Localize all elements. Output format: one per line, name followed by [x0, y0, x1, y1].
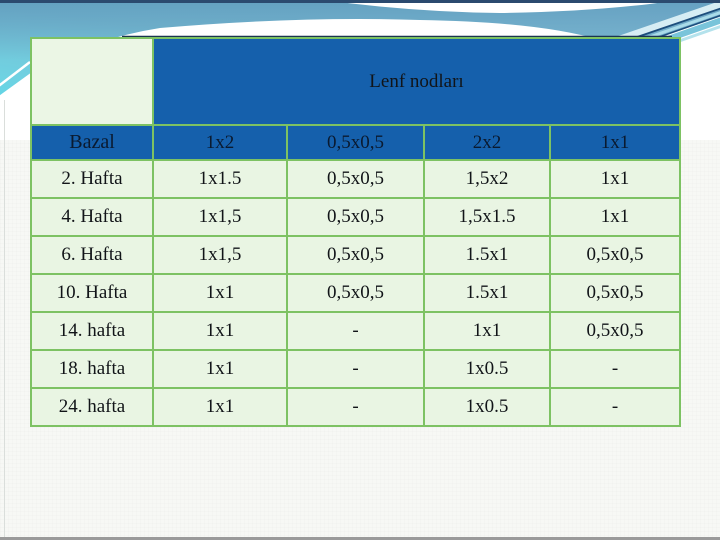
table-cell: 1x1 [549, 159, 681, 199]
table-row-bazal: Bazal 1x2 0,5x0,5 2x2 1x1 [30, 124, 681, 161]
table-cell: 1x1 [549, 197, 681, 237]
table-cell: 0,5x0,5 [286, 273, 425, 313]
swoosh-white-ribbon [323, 0, 679, 13]
table-row: 2. Hafta 1x1.5 0,5x0,5 1,5x2 1x1 [30, 159, 681, 199]
table-cell: 1x1 [152, 349, 288, 389]
table-cell: 2x2 [423, 124, 551, 161]
table-cell: - [286, 387, 425, 427]
table-cell: 1x0.5 [423, 387, 551, 427]
corner-cell [30, 37, 154, 126]
row-label: 2. Hafta [30, 159, 154, 199]
table-cell: 1,5x2 [423, 159, 551, 199]
table-cell: 0,5x0,5 [286, 197, 425, 237]
table-cell: 0,5x0,5 [286, 159, 425, 199]
table-cell: 1x1,5 [152, 197, 288, 237]
table-cell: 1x1 [152, 387, 288, 427]
swoosh-white-line [0, 61, 31, 87]
table-row: 14. hafta 1x1 - 1x1 0,5x0,5 [30, 311, 681, 351]
table-cell: 1.5x1 [423, 273, 551, 313]
table-cell: - [286, 311, 425, 351]
table-row: 4. Hafta 1x1,5 0,5x0,5 1,5x1.5 1x1 [30, 197, 681, 237]
table-cell: - [549, 349, 681, 389]
row-label: 24. hafta [30, 387, 154, 427]
row-label: 6. Hafta [30, 235, 154, 275]
table-cell: 1x1 [423, 311, 551, 351]
table-row: 24. hafta 1x1 - 1x0.5 - [30, 387, 681, 427]
table-cell: - [286, 349, 425, 389]
lymph-node-table: Lenf nodları Bazal 1x2 0,5x0,5 2x2 1x1 2… [30, 37, 681, 427]
table-cell: 1x2 [152, 124, 288, 161]
left-edge-line [4, 100, 5, 540]
table-row: 10. Hafta 1x1 0,5x0,5 1.5x1 0,5x0,5 [30, 273, 681, 313]
table-cell: 0,5x0,5 [286, 124, 425, 161]
table-row: 18. hafta 1x1 - 1x0.5 - [30, 349, 681, 389]
row-label: 14. hafta [30, 311, 154, 351]
table-title: Lenf nodları [152, 37, 681, 126]
table-cell: 1x1.5 [152, 159, 288, 199]
table-cell: 1x1 [152, 273, 288, 313]
top-edge-strip [0, 0, 720, 3]
title-row: Lenf nodları [30, 37, 681, 126]
table-cell: 1,5x1.5 [423, 197, 551, 237]
table-cell: 0,5x0,5 [286, 235, 425, 275]
row-label: 10. Hafta [30, 273, 154, 313]
row-label: 18. hafta [30, 349, 154, 389]
table-cell: 1x1,5 [152, 235, 288, 275]
table-cell: 1x0.5 [423, 349, 551, 389]
table-cell: 1x1 [549, 124, 681, 161]
table-cell: 0,5x0,5 [549, 235, 681, 275]
table-cell: - [549, 387, 681, 427]
table-row: 6. Hafta 1x1,5 0,5x0,5 1.5x1 0,5x0,5 [30, 235, 681, 275]
table-cell: 1x1 [152, 311, 288, 351]
table-cell: 0,5x0,5 [549, 273, 681, 313]
table-cell: 1.5x1 [423, 235, 551, 275]
row-label: Bazal [30, 124, 154, 161]
row-label: 4. Hafta [30, 197, 154, 237]
table-cell: 0,5x0,5 [549, 311, 681, 351]
bottom-edge-line [0, 537, 720, 540]
